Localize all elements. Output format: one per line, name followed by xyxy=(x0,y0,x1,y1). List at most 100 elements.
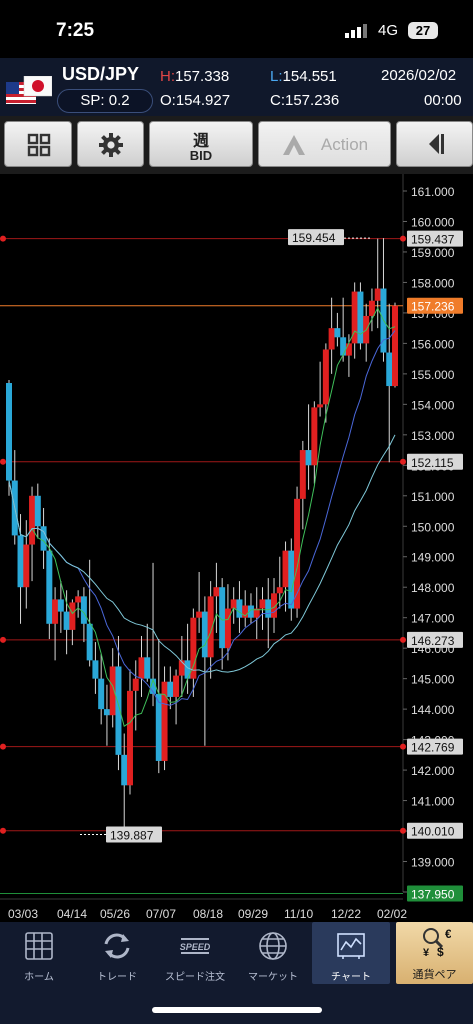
price-tick-label: 159.000 xyxy=(411,246,455,260)
line-price-tag xyxy=(407,453,463,470)
candle-body xyxy=(392,305,398,387)
nav-speed-order[interactable]: SPEED スピード注文 xyxy=(156,922,234,984)
candle-body xyxy=(52,599,59,624)
date-tick-label: 08/18 xyxy=(193,907,223,921)
candle-body xyxy=(219,587,226,649)
candle-body xyxy=(161,681,168,761)
date-tick-label: 07/07 xyxy=(146,907,176,921)
date-tick-label: 11/10 xyxy=(284,907,313,921)
nav-currency-pair[interactable]: € ¥ $ 通貨ペア xyxy=(396,922,473,984)
current-price-tag xyxy=(407,297,463,314)
candle-body xyxy=(63,611,70,630)
svg-text:SPEED: SPEED xyxy=(180,942,211,952)
status-bar: 7:25 4G 27 xyxy=(0,0,473,58)
price-chart[interactable]: 161.000160.000159.000158.000157.000156.0… xyxy=(0,174,473,922)
candle-body xyxy=(236,599,243,618)
signal-icon xyxy=(345,24,367,38)
line-handle-left xyxy=(0,743,6,750)
nav-trade[interactable]: トレード xyxy=(78,922,156,984)
battery-icon: 27 xyxy=(408,22,438,39)
price-tick-label: 154.000 xyxy=(411,398,455,412)
price-type-label: BID xyxy=(189,148,213,163)
status-time: 7:25 xyxy=(56,20,95,41)
date-tick-label: 02/02 xyxy=(377,907,407,921)
low-annotation-label: 139.887 xyxy=(110,828,154,842)
bottom-price-label: 137.950 xyxy=(411,888,455,902)
candle-body xyxy=(271,593,278,618)
candle-body xyxy=(305,450,312,466)
settings-button[interactable] xyxy=(77,121,144,167)
candle-body xyxy=(126,690,133,786)
action-logo-icon xyxy=(283,135,305,155)
candle-body xyxy=(242,605,249,618)
candle-body xyxy=(299,450,306,499)
date-tick-label: 05/26 xyxy=(100,907,130,921)
candle-body xyxy=(190,617,197,679)
line-handle-right xyxy=(400,235,406,242)
chart-background xyxy=(0,174,473,922)
price-tick-label: 161.000 xyxy=(411,185,455,199)
line-handle-left xyxy=(0,636,6,643)
line-handle-right xyxy=(400,827,406,834)
price-tick-label: 145.000 xyxy=(411,673,455,687)
price-tick-label: 150.000 xyxy=(411,520,455,534)
candle-date: 2026/02/02 xyxy=(381,67,457,84)
candle-body xyxy=(29,495,36,545)
price-tick-label: 141.000 xyxy=(411,795,455,809)
candle-body xyxy=(357,291,364,344)
candle-body xyxy=(150,678,157,694)
candle-body xyxy=(173,675,180,697)
date-tick-label: 04/14 xyxy=(57,907,87,921)
close-price: C:157.236 xyxy=(270,92,340,109)
nav-chart[interactable]: チャート xyxy=(312,922,390,984)
chart-icon xyxy=(337,933,365,959)
grid-icon xyxy=(27,133,51,157)
candle-body xyxy=(57,599,64,612)
candle-body xyxy=(178,660,185,676)
arrow-left-icon xyxy=(429,134,444,154)
candle-body xyxy=(155,693,162,761)
current-price-label: 157.236 xyxy=(411,300,455,314)
date-tick-label: 12/22 xyxy=(331,907,361,921)
price-tick-label: 148.000 xyxy=(411,581,455,595)
line-price-label: 142.769 xyxy=(411,741,455,755)
svg-text:€: € xyxy=(445,927,451,941)
bottom-nav: ホーム トレード SPEED スピード注文 マーケット チャート € xyxy=(0,922,473,1024)
period-price-button[interactable]: 週 BID xyxy=(149,121,253,167)
line-price-label: 140.010 xyxy=(411,825,455,839)
candle-body xyxy=(109,666,116,716)
candle-body xyxy=(386,352,393,387)
network-type: 4G xyxy=(378,22,399,39)
nav-market[interactable]: マーケット xyxy=(234,922,312,984)
line-price-label: 146.273 xyxy=(411,634,455,648)
line-price-tag xyxy=(407,631,463,648)
candle-body xyxy=(311,407,318,466)
line-price-tag xyxy=(407,822,463,839)
high-annotation-tag xyxy=(288,229,344,246)
candle-body xyxy=(247,605,254,618)
action-button[interactable]: Action xyxy=(258,121,391,167)
home-grid-icon xyxy=(25,932,53,960)
candle-body xyxy=(144,657,151,679)
spread-badge: SP: 0.2 xyxy=(57,89,153,113)
gear-icon xyxy=(99,133,123,157)
candle-body xyxy=(282,550,289,588)
candle-body xyxy=(86,623,93,661)
candle-body xyxy=(259,599,266,609)
nav-home[interactable]: ホーム xyxy=(0,922,78,984)
globe-icon xyxy=(259,932,287,960)
currency-pair-title[interactable]: USD/JPY xyxy=(62,64,140,84)
collapse-button[interactable] xyxy=(396,121,473,167)
date-tick-label: 03/03 xyxy=(8,907,38,921)
layout-button[interactable] xyxy=(4,121,72,167)
candle-body xyxy=(80,596,87,624)
line-handle-left xyxy=(0,827,6,834)
candle-body xyxy=(213,587,220,597)
action-label: Action xyxy=(320,135,369,154)
candle-body xyxy=(334,328,341,338)
candle-body xyxy=(328,328,335,350)
candle-body xyxy=(46,550,53,624)
candle-body xyxy=(138,657,145,679)
candle-time: 00:00 xyxy=(424,92,462,109)
line-price-tag xyxy=(407,230,463,247)
